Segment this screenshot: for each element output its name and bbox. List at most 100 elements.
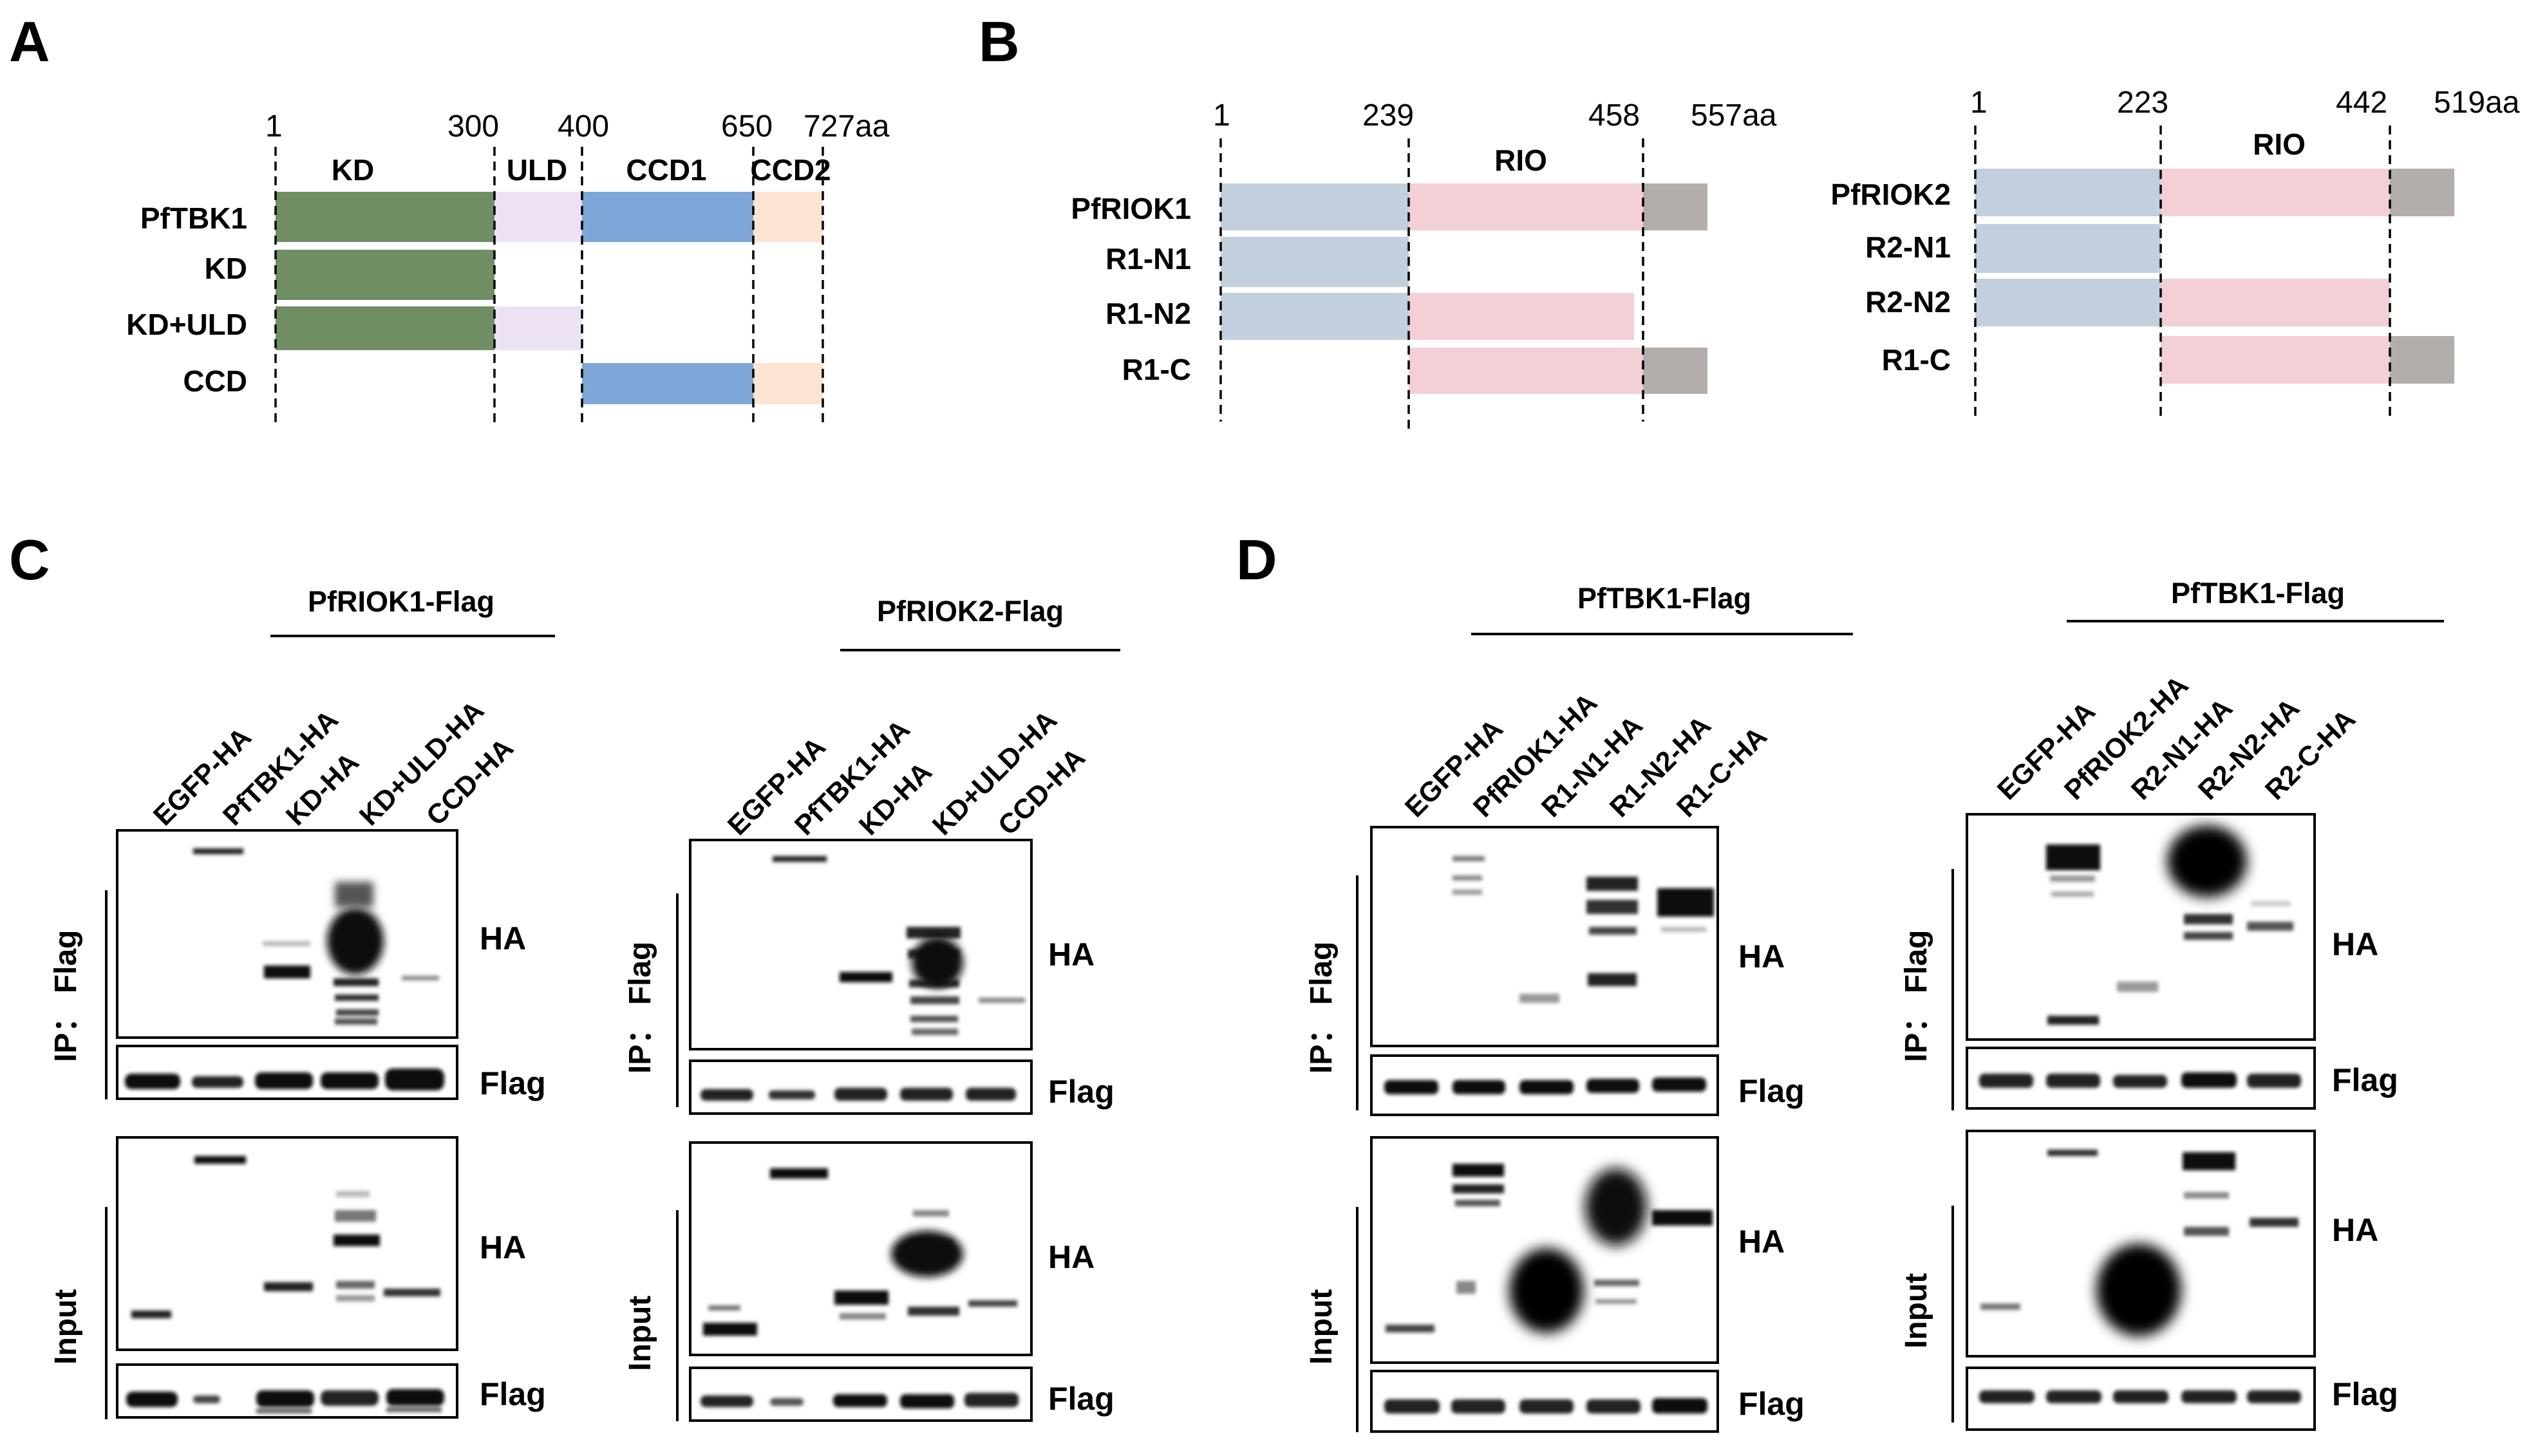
band-label-c2-1: HA [1048,937,1095,973]
bar-ccd-ccd2 [753,363,823,404]
input-label-c1: Input [49,1289,83,1365]
band [327,908,384,975]
panel-label-c: C [9,528,50,592]
band [2167,825,2247,897]
domain-uld-label: ULD [507,153,568,187]
panel-b: B 1 239 458 557aa RIO PfRIOK1 R1-N1 R1-N… [979,10,2520,430]
bar-pfriok1-c [1643,183,1707,230]
band [335,994,379,1001]
flag-bands-c2-ip [700,1088,1016,1101]
row-r1n1-label: R1-N1 [1105,242,1191,275]
band-label-c2-3: HA [1048,1239,1095,1275]
tick-a-300: 300 [447,109,499,144]
bar-ccd-ccd1 [582,363,753,404]
row-kd-label: KD [205,252,247,285]
row-r1c-label: R1-C [1122,353,1191,386]
panel-c: C PfRIOK1-Flag EGFP-HA PfTBK1-HA KD-HA K… [9,528,1120,1422]
tick-a-1: 1 [265,109,283,144]
ha-bands-d2-ip [2046,845,2293,1025]
band-label-d1-1: HA [1738,938,1785,975]
ip-label-d1: IP： Flag [1304,942,1339,1074]
band [193,848,243,854]
blot-d1-ip-ha [1370,826,1719,1047]
row-r2n2-label: R2-N2 [1865,285,1951,319]
row-r2n1-label: R2-N1 [1865,230,1951,264]
blot-c1: PfRIOK1-Flag EGFP-HA PfTBK1-HA KD-HA KD+… [49,585,555,1419]
ip-label-c1: IP： Flag [49,930,83,1062]
flag-bands-d1-ip [1384,1078,1706,1094]
bar-pftbk1-uld [494,192,582,242]
tick-b1-458: 458 [1588,98,1640,133]
blot-d2-input-ha [1966,1130,2316,1358]
band-label-d2-1: HA [2332,926,2378,962]
row-pfriok2-label: PfRIOK2 [1830,178,1951,211]
blot-c2-ip-ha [689,839,1033,1050]
bar-r2c-c [2390,336,2454,384]
band [334,978,379,986]
panel-label-a: A [9,10,50,73]
band-label-d2-4: Flag [2332,1376,2398,1412]
blot-d1: PfTBK1-Flag EGFP-HA PfRIOK1-HA R1-N1-HA … [1304,582,1853,1433]
row-pftbk1-label: PfTBK1 [140,201,247,235]
bar-pfriok2-c [2390,169,2454,216]
tick-a-400: 400 [558,109,609,144]
flag-bands-d2-input [1979,1390,2301,1403]
row-r1n2-label: R1-N2 [1105,297,1191,330]
band-label-c2-4: Flag [1048,1381,1114,1417]
band [264,966,310,978]
bar-kduld-uld [494,306,582,350]
band-label-d1-3: HA [1738,1224,1785,1260]
band-label-c1-4: Flag [480,1376,546,1412]
panel-label-b: B [979,10,1020,73]
tick-a-650: 650 [721,109,773,144]
band [335,882,373,908]
blot-c1-input-ha [116,1136,458,1351]
bar-pftbk1-ccd2 [753,192,823,242]
panel-label-d: D [1236,528,1277,592]
ha-bands-d1-input [1386,1164,1713,1332]
group-label-d1: PfTBK1-Flag [1577,582,1751,615]
bar-r1n1 [1221,237,1409,287]
band-label-c2-2: Flag [1048,1074,1114,1110]
flag-bands-c1-ip [125,1069,444,1090]
tick-b2-519: 519aa [2434,86,2520,120]
band [1509,1248,1584,1333]
band-label-c1-2: Flag [480,1065,546,1101]
bar-pfriok1-n [1221,183,1409,230]
band [336,1009,379,1016]
bar-r2n2-rio [2161,279,2390,326]
tick-b1-557: 557aa [1691,98,1777,133]
input-label-d1: Input [1304,1289,1339,1365]
bar-r1n2-n [1221,293,1409,340]
band-label-d1-4: Flag [1738,1386,1805,1422]
dashed-guides-a [274,147,824,425]
tick-b2-1: 1 [1970,86,1988,120]
flag-bands-c2-input [700,1393,1019,1408]
bar-r2n2-n [1975,279,2161,326]
blot-d2: PfTBK1-Flag EGFP-HA PfRIOK2-HA R2-N1-HA … [1899,577,2444,1431]
ha-bands-c2-input [703,1168,1017,1336]
bar-r2n1 [1975,224,2161,273]
group-label-d2: PfTBK1-Flag [2171,577,2345,610]
ha-bands-d1-ip [1452,856,1714,1003]
blot-c2-ip-flag [689,1059,1033,1115]
ip-label-c2: IP： Flag [623,942,657,1074]
tick-b1-239: 239 [1362,98,1414,133]
bar-r1c-c [1643,348,1707,394]
band [1585,1168,1647,1246]
dashed-guides-b2 [1974,126,2391,418]
row-kduld-label: KD+ULD [126,308,247,341]
panel-d: D PfTBK1-Flag EGFP-HA PfRIOK1-HA R1-N1-H… [1236,528,2444,1433]
row-pfriok1-label: PfRIOK1 [1071,192,1191,225]
band [2096,1244,2181,1336]
ha-bands-d2-input [1980,1150,2298,1310]
bar-pfriok2-rio [2161,169,2390,216]
bar-pfriok2-n [1975,169,2161,216]
group-label-c2: PfRIOK2-Flag [877,595,1064,628]
ip-label-d2: IP： Flag [1899,930,1933,1062]
blot-c2: PfRIOK2-Flag EGFP-HA PfTBK1-HA KD-HA KD+… [623,595,1120,1422]
tick-b2-223: 223 [2117,86,2168,120]
band-label-c1-3: HA [480,1229,526,1265]
panel-a: A 1 300 400 650 727aa KD ULD CCD1 CCD2 P… [9,10,890,425]
